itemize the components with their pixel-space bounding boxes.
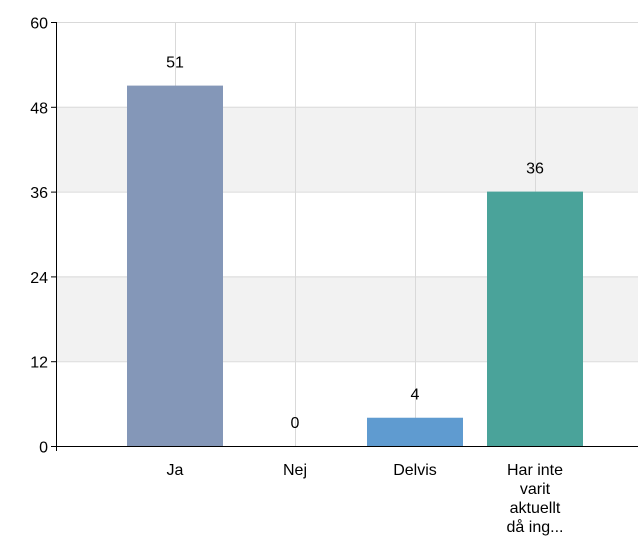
- data-labels: 51 0 4 36: [166, 55, 544, 432]
- x-tick-label: Ja: [167, 462, 184, 479]
- y-tick-label: 36: [30, 185, 48, 202]
- y-tick-label: 60: [30, 16, 48, 33]
- bar-3: [367, 417, 463, 446]
- y-tick-label: 12: [30, 355, 48, 372]
- bar-4: [487, 191, 583, 446]
- y-tick-labels: 0 12 24 36 48 60: [30, 16, 48, 457]
- y-tick-label: 0: [39, 440, 48, 457]
- data-label: 4: [411, 387, 420, 404]
- x-tick-label: Nej: [283, 462, 307, 479]
- x-tick-label: Delvis: [393, 462, 437, 479]
- data-label: 0: [291, 415, 300, 432]
- x-tick-labels: Ja Nej Delvis Har inte varit aktuellt då ing..…: [167, 462, 564, 536]
- x-tick-label: Har inte varit aktuellt då ing...: [507, 462, 564, 536]
- y-tick-label: 24: [30, 270, 48, 287]
- axes: [51, 22, 638, 451]
- bars: [127, 85, 583, 446]
- bar-1: [127, 85, 223, 446]
- y-tick-label: 48: [30, 100, 48, 117]
- data-label: 51: [166, 55, 184, 72]
- data-label: 36: [526, 161, 544, 178]
